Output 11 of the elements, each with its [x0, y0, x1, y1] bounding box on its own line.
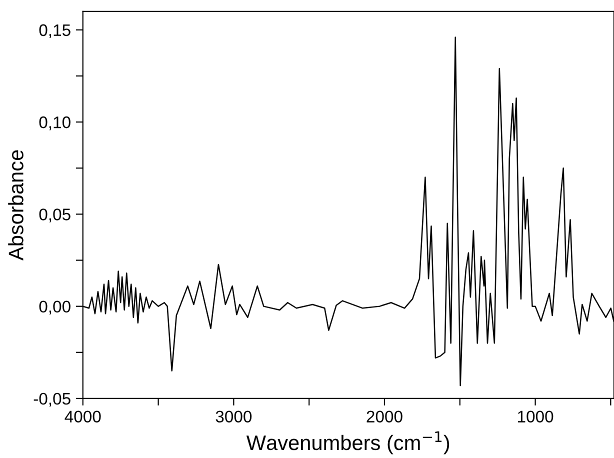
y-tick-label: 0,10	[39, 116, 70, 130]
y-tick-label: 0,15	[39, 24, 70, 38]
y-axis-title: Absorbance	[8, 150, 24, 260]
x-tick-label: 4000	[64, 410, 101, 423]
y-tick-label: 0,00	[39, 300, 70, 314]
x-tick-label: 1000	[518, 410, 554, 423]
y-tick-label: 0,05	[39, 208, 70, 222]
x-tick-label: 2000	[366, 410, 402, 423]
x-axis-title: Wavenumbers (cm$^{−1}$)	[246, 431, 450, 454]
y-tick-label: -0,05	[34, 392, 70, 407]
x-tick-label: 3000	[216, 410, 252, 423]
